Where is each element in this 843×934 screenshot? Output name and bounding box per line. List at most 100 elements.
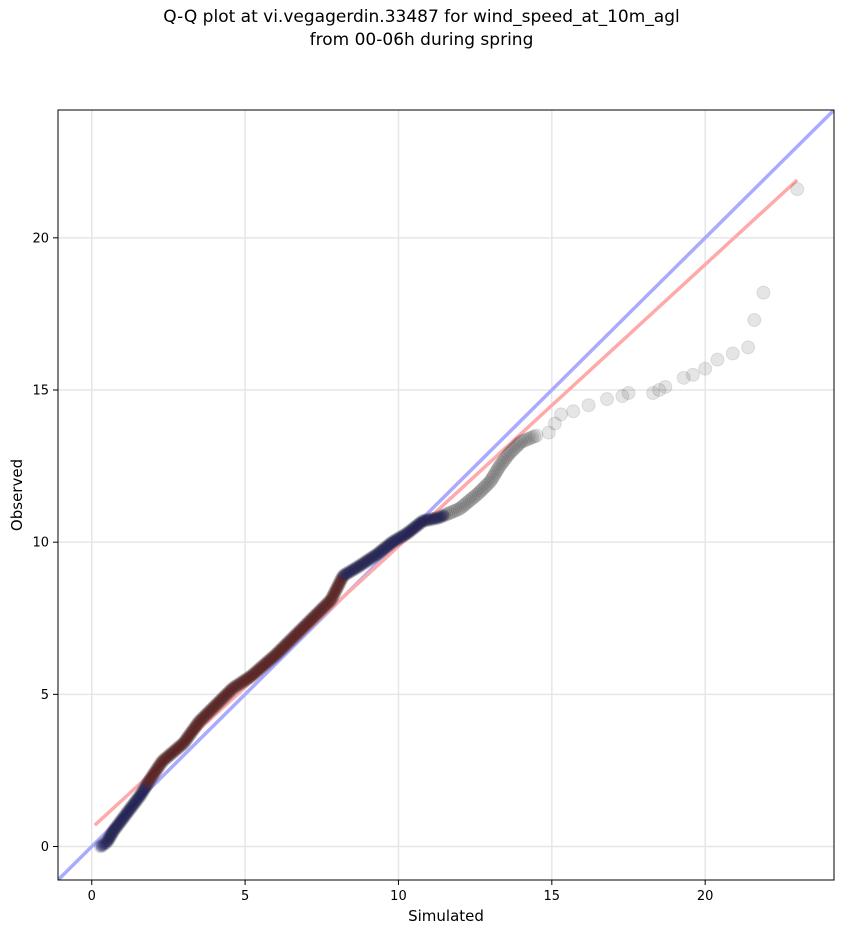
density-point — [356, 558, 368, 570]
quantile-point — [104, 827, 119, 842]
density-point — [358, 557, 370, 569]
density-point — [290, 629, 302, 641]
density-point — [343, 566, 355, 578]
density-point — [334, 576, 346, 588]
x-tick-label: 5 — [241, 889, 249, 904]
x-tick-label: 0 — [88, 889, 96, 904]
quantile-point — [345, 562, 360, 577]
quantile-point — [376, 541, 391, 556]
quantile-point — [615, 389, 630, 404]
quantile-point — [316, 600, 331, 615]
density-point — [169, 744, 181, 756]
density-point — [386, 536, 398, 548]
density-point — [102, 834, 114, 846]
quantile-point — [146, 767, 161, 782]
quantile-point — [307, 609, 322, 624]
density-point — [114, 817, 126, 829]
density-point — [161, 751, 173, 763]
quantile-point — [138, 780, 153, 795]
quantile-point — [114, 813, 129, 828]
density-point — [104, 831, 116, 843]
density-point — [253, 663, 265, 675]
density-point — [166, 747, 178, 759]
quantile-point — [133, 787, 148, 802]
quantile-point — [210, 696, 225, 711]
quantile-point — [409, 519, 424, 534]
density-point — [160, 752, 172, 764]
density-point — [173, 741, 185, 753]
density-point — [178, 737, 190, 749]
density-point — [120, 808, 132, 820]
density-point — [394, 532, 406, 544]
density-point — [128, 797, 140, 809]
quantile-point — [282, 634, 297, 649]
density-point — [111, 820, 123, 832]
quantile-point — [373, 544, 388, 559]
density-point — [316, 603, 328, 615]
quantile-point — [225, 681, 240, 696]
quantile-point — [143, 772, 158, 787]
quantile-point — [333, 574, 348, 589]
quantile-point — [188, 720, 203, 735]
quantile-point — [166, 744, 181, 759]
quantile-point — [461, 494, 476, 509]
density-point — [245, 670, 257, 682]
density-point — [183, 730, 195, 742]
quantile-point — [202, 704, 217, 719]
quantile-point — [111, 817, 126, 832]
quantile-point — [504, 443, 519, 458]
quantile-point — [621, 386, 636, 401]
quantile-point — [554, 407, 569, 422]
quantile-point — [685, 367, 700, 382]
quantile-point — [491, 460, 506, 475]
quantile-point — [475, 481, 490, 496]
density-point — [136, 787, 148, 799]
quantile-point — [151, 759, 166, 774]
density-point — [263, 654, 275, 666]
density-point — [118, 811, 130, 823]
quantile-point — [218, 688, 233, 703]
quantile-point — [160, 750, 175, 765]
quantile-point — [355, 557, 370, 572]
quantile-point — [257, 657, 272, 672]
density-point — [385, 538, 397, 550]
quantile-point — [398, 527, 413, 542]
quantile-point — [340, 566, 355, 581]
density-point — [155, 757, 167, 769]
density-point — [143, 775, 155, 787]
quantile-point — [338, 567, 353, 582]
density-point — [260, 657, 272, 669]
data-points — [93, 182, 805, 854]
quantile-point — [790, 182, 805, 197]
chart-title-line-1: Q-Q plot at vi.vegagerdin.33487 for wind… — [163, 7, 680, 27]
density-point — [288, 631, 300, 643]
density-point — [325, 594, 337, 606]
quantile-point — [725, 346, 740, 361]
quantile-point — [469, 487, 484, 502]
density-point — [345, 565, 357, 577]
quantile-point — [297, 618, 312, 633]
density-point — [257, 660, 269, 672]
density-point — [378, 543, 390, 555]
quantile-point — [383, 536, 398, 551]
density-point — [211, 697, 223, 709]
quantile-point — [147, 765, 162, 780]
density-point — [126, 801, 138, 813]
density-point — [174, 740, 186, 752]
quantile-point — [385, 535, 400, 550]
quantile-point — [216, 690, 231, 705]
quantile-point — [747, 313, 762, 327]
quantile-point — [240, 671, 255, 686]
density-point — [293, 626, 305, 638]
density-point — [123, 804, 135, 816]
quantile-point — [327, 586, 342, 601]
quantile-point — [332, 576, 347, 591]
density-point — [208, 701, 220, 713]
density-point — [376, 544, 388, 556]
density-point — [314, 605, 326, 617]
quantile-point — [231, 677, 246, 692]
density-point — [408, 522, 420, 534]
quantile-point — [265, 650, 280, 665]
density-point — [207, 702, 219, 714]
quantile-point — [508, 440, 523, 455]
